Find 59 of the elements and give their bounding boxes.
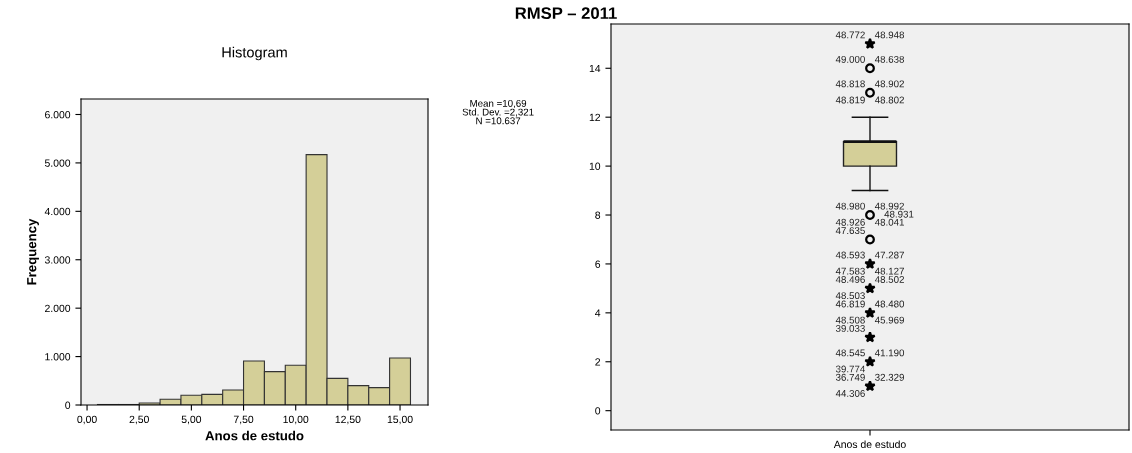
annotation: 45.969 xyxy=(874,316,904,324)
annotation: 48.931 xyxy=(884,210,914,218)
annotation: 36.749 xyxy=(835,373,865,381)
annotation: 48.508 xyxy=(835,316,865,324)
annotation: 48.480 xyxy=(874,300,905,308)
y-tick-label: 4.000 xyxy=(44,207,71,216)
annotation: 48.545 xyxy=(835,349,865,357)
annotation: 44.306 xyxy=(835,390,865,397)
y-tick-label: 2.000 xyxy=(45,304,71,313)
y-tick-label: 2 xyxy=(595,358,601,366)
y-tick-label: 0 xyxy=(595,407,601,415)
text: Mean =10,69 Std. Dev. =2,321 N =10.637 xyxy=(462,99,534,125)
chart-title: Histogram xyxy=(222,46,287,61)
x-tick-label: 7,50 xyxy=(233,415,254,425)
annotation: 47.583 xyxy=(835,267,865,275)
y-tick-label: 6.000 xyxy=(45,110,71,119)
x-tick-label: 10,00 xyxy=(283,415,309,425)
annotation: 48.992 xyxy=(874,202,904,210)
y-tick-label: 8 xyxy=(595,211,601,219)
annotation: 39.033 xyxy=(835,324,865,332)
annotation: 47.287 xyxy=(874,251,904,259)
x-axis-title: Anos de estudo xyxy=(205,430,304,441)
annotation: 48.502 xyxy=(874,276,904,283)
y-tick-label: 10 xyxy=(589,162,601,170)
annotation: 41.190 xyxy=(874,349,905,357)
annotation: 47.635 xyxy=(835,227,865,235)
annotation: 48.802 xyxy=(874,96,904,104)
x-tick-label: 15,00 xyxy=(387,415,413,425)
annotation: 49.000 xyxy=(835,55,865,63)
annotation: 32.329 xyxy=(875,373,904,381)
annotation: 48.503 xyxy=(835,292,865,300)
annotation: 48.926 xyxy=(835,218,865,226)
annotation: 48.818 xyxy=(835,80,865,88)
annotation: 48.593 xyxy=(835,251,865,259)
text: RMSP – 2011 xyxy=(515,7,617,20)
annotation: 48.496 xyxy=(835,276,865,283)
annotation: 46.819 xyxy=(835,300,865,308)
y-tick-label: 0 xyxy=(65,401,71,409)
annotation: 39.774 xyxy=(835,365,866,373)
annotation: 48.127 xyxy=(874,267,904,275)
annotation: 48.980 xyxy=(835,202,865,210)
y-tick-label: 5.000 xyxy=(44,159,71,167)
x-tick-label: 0,00 xyxy=(77,415,97,425)
y-tick-label: 3.000 xyxy=(44,256,71,264)
annotation: 48.948 xyxy=(874,31,905,39)
y-tick-label: 12 xyxy=(589,113,601,121)
x-tick-label: 12,50 xyxy=(335,415,361,425)
annotation: 48.772 xyxy=(835,31,865,39)
y-tick-label: 6 xyxy=(595,260,601,268)
annotation: 48.902 xyxy=(874,80,904,88)
annotation: 48.819 xyxy=(835,96,865,104)
annotation: 48.041 xyxy=(874,218,904,226)
y-tick-label: 4 xyxy=(595,309,601,317)
y-tick-label: 1.000 xyxy=(45,353,71,361)
x-tick-label: 2,50 xyxy=(129,415,149,425)
x-tick-label: 5,00 xyxy=(181,415,202,425)
y-tick-label: 14 xyxy=(589,64,601,73)
annotation: 48.638 xyxy=(874,55,905,63)
y-axis-title: Frequency xyxy=(27,218,39,285)
